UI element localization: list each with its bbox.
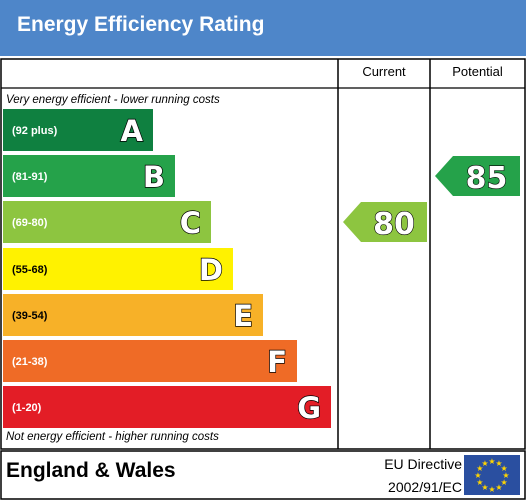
svg-text:★: ★ — [476, 464, 483, 473]
band-range-b: (81-91) — [12, 171, 48, 183]
footer-region: England & Wales — [6, 459, 176, 482]
band-range-a: (92 plus) — [12, 125, 58, 137]
band-letter-c: C — [180, 206, 201, 240]
svg-text:★: ★ — [488, 457, 495, 466]
band-letter-e: E — [233, 299, 253, 333]
note-top: Very energy efficient - lower running co… — [6, 94, 220, 106]
band-bar-g — [3, 386, 331, 428]
band-range-e: (39-54) — [12, 310, 48, 322]
band-bar-d — [3, 248, 233, 290]
svg-text:★: ★ — [474, 471, 481, 480]
svg-text:★: ★ — [481, 483, 488, 492]
potential-rating-value: 85 — [466, 161, 508, 196]
svg-text:★: ★ — [476, 478, 483, 487]
eu-directive-line1: EU Directive — [384, 456, 462, 472]
band-letter-b: B — [143, 160, 165, 194]
title-bar: Energy Efficiency Rating — [0, 0, 526, 56]
band-bar-a — [3, 109, 153, 151]
band-range-g: (1-20) — [12, 402, 42, 414]
svg-text:★: ★ — [502, 471, 509, 480]
band-bar-c — [3, 201, 211, 243]
svg-text:★: ★ — [501, 478, 508, 487]
svg-text:★: ★ — [495, 459, 502, 468]
band-range-c: (69-80) — [12, 217, 48, 229]
svg-text:★: ★ — [488, 485, 495, 494]
bands-layer: (92 plus) A (81-91) B (69-80) C (55-68) D (39-54… — [3, 109, 331, 428]
current-rating-arrow — [343, 202, 427, 242]
note-bottom: Not energy efficient - higher running co… — [6, 431, 219, 443]
rating-arrows-layer: 80 85 — [343, 156, 520, 243]
svg-text:★: ★ — [501, 464, 508, 473]
band-range-f: (21-38) — [12, 356, 48, 368]
potential-rating-arrow — [435, 156, 520, 196]
current-rating-value: 80 — [373, 207, 415, 242]
band-bar-e — [3, 294, 263, 336]
band-bar-f — [3, 340, 297, 382]
page-title: Energy Efficiency Rating — [17, 13, 265, 36]
band-bar-b — [3, 155, 175, 197]
band-letter-a: A — [121, 114, 144, 148]
chart-frame — [0, 58, 526, 500]
eu-directive-line2: 2002/91/EC — [388, 479, 462, 495]
band-letter-f: F — [267, 345, 287, 379]
eu-flag-icon: ★★★★★★★★★ ★ ★★ — [464, 455, 520, 495]
svg-text:★: ★ — [481, 459, 488, 468]
band-range-d: (55-68) — [12, 264, 48, 276]
band-letter-g: G — [297, 391, 321, 425]
band-letter-d: D — [199, 253, 223, 287]
column-header-current: Current — [362, 64, 406, 79]
column-header-potential: Potential — [452, 64, 503, 79]
svg-text:★: ★ — [495, 483, 502, 492]
